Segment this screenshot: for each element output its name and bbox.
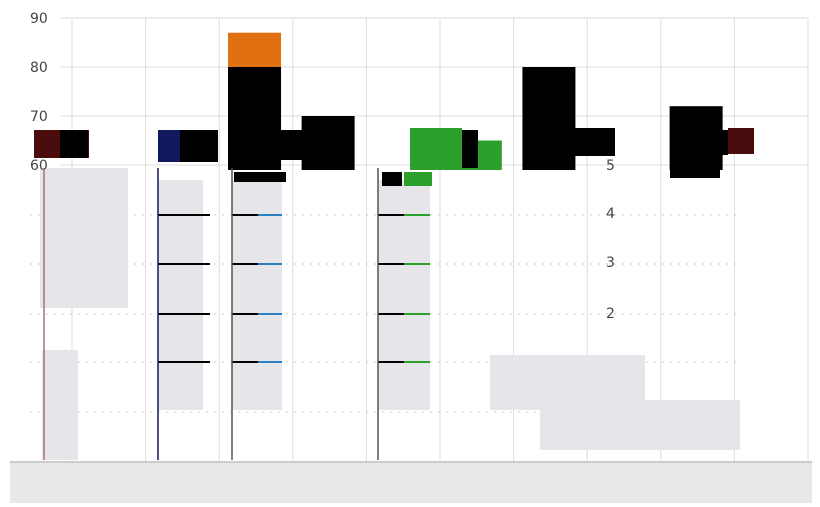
right-tick-label: 4 [606, 206, 615, 222]
bar-segment [565, 128, 615, 156]
background-band [42, 350, 78, 460]
bar-segment [700, 130, 728, 155]
right-tick-label: 3 [606, 255, 615, 271]
bar-segment [180, 130, 218, 162]
background-band [40, 168, 128, 308]
bar-segment [60, 130, 88, 158]
bar-segment [234, 172, 286, 182]
background-band [540, 400, 740, 450]
y-tick-label: 90 [30, 11, 48, 27]
background-band [378, 180, 430, 410]
right-tick-label: 2 [606, 306, 615, 322]
background-band [232, 180, 282, 410]
bar-segment [670, 160, 720, 178]
bar-segment [410, 128, 462, 170]
background-band [158, 180, 203, 410]
y-tick-label: 80 [30, 60, 48, 76]
y-tick-label: 70 [30, 109, 48, 125]
y-tick-label: 60 [30, 158, 48, 174]
bar-segment [462, 130, 478, 168]
right-tick-label: 5 [606, 158, 615, 174]
bar-segment [268, 130, 318, 160]
bar-segment [382, 172, 402, 186]
bar-segment [728, 128, 754, 154]
x-axis-floor [10, 463, 812, 503]
bar-segment [404, 172, 432, 186]
